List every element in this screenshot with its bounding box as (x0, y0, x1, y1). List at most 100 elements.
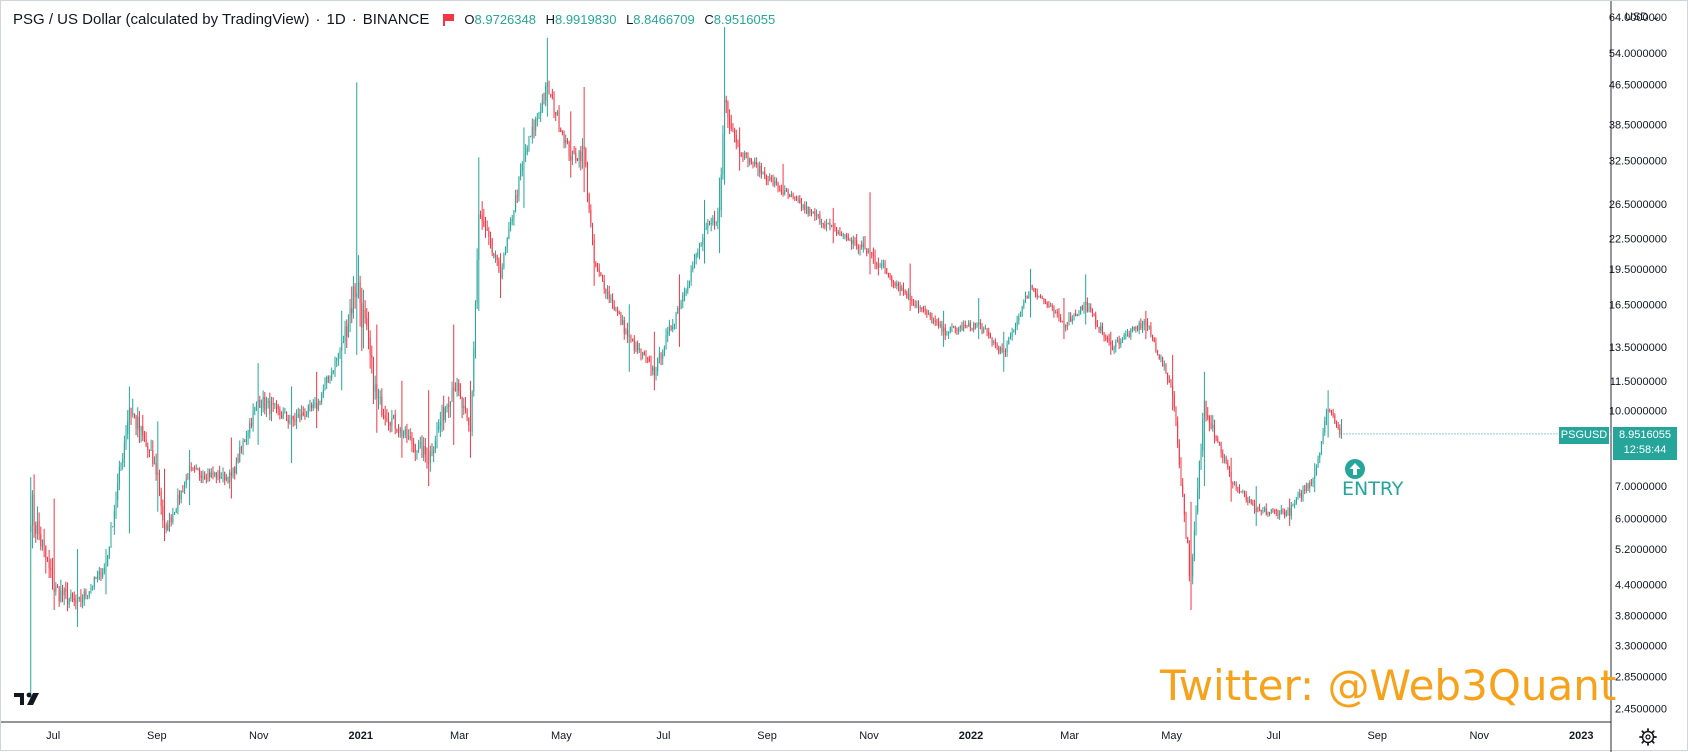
candle-body (1282, 509, 1284, 512)
candle-body (924, 309, 926, 311)
candle-body (677, 308, 679, 314)
chart-header: PSG / US Dollar (calculated by TradingVi… (13, 11, 781, 28)
flag-icon[interactable] (443, 13, 455, 26)
candle-body (461, 396, 463, 408)
candle-body (1001, 347, 1003, 352)
candle-body (433, 450, 435, 454)
candle-body (68, 599, 70, 605)
candle-body (498, 260, 500, 272)
currency-selector[interactable]: USD ⌄ (1625, 10, 1661, 23)
candle-body (991, 338, 993, 344)
candle-body (976, 323, 978, 326)
candle-body (775, 181, 777, 184)
candle-body (434, 441, 436, 451)
candle-body (949, 327, 951, 333)
candle-body (337, 353, 339, 359)
candle-body (628, 335, 630, 337)
candle-body (1006, 344, 1008, 353)
candle-body (58, 587, 60, 602)
candle-body (911, 299, 913, 302)
candle-body (520, 170, 522, 177)
candle-body (1225, 457, 1227, 463)
candle-body (667, 331, 669, 336)
candle-body (543, 100, 545, 102)
candle-body (1145, 321, 1147, 323)
candle-body (341, 343, 343, 351)
candle-body (700, 244, 702, 246)
candle-body (334, 360, 336, 371)
candle-body (41, 539, 43, 547)
gear-icon[interactable] (1639, 728, 1657, 746)
candle-body (510, 221, 512, 228)
candle-body (1140, 323, 1142, 329)
candle-body (1213, 424, 1215, 437)
last-price-value: 8.9516055 (1619, 429, 1671, 441)
candle-body (1193, 530, 1195, 558)
candle-body (891, 276, 893, 282)
candle-body (123, 442, 125, 460)
candle-body (153, 462, 155, 465)
candle-body (1138, 323, 1140, 331)
candle-body (755, 161, 757, 165)
candle-body (145, 439, 147, 446)
symbol-title[interactable]: PSG / US Dollar (calculated by TradingVi… (13, 11, 310, 28)
candle-body (1222, 453, 1224, 459)
candle-body (1021, 306, 1023, 316)
candle-body (745, 152, 747, 155)
candle-body (431, 450, 433, 454)
candle-body (143, 435, 145, 440)
candle-body (687, 286, 689, 292)
price-tick-label: 13.5000000 (1609, 342, 1667, 354)
interval-label[interactable]: 1D (326, 11, 346, 28)
candle-body (897, 283, 899, 287)
candle-body (575, 153, 577, 160)
candle-body (184, 484, 186, 492)
candle-body (30, 525, 32, 532)
candle-body (961, 325, 963, 331)
candle-body (1152, 334, 1154, 339)
candle-body (1096, 324, 1098, 327)
candle-body (426, 454, 428, 463)
candle-body (1033, 288, 1035, 292)
candle-body (292, 415, 294, 420)
candle-body (593, 239, 595, 264)
candle-body (918, 305, 920, 309)
candle-body (749, 158, 751, 163)
bar-countdown: 12:58:44 (1623, 444, 1667, 456)
candle-body (1061, 321, 1063, 323)
candle-body (257, 400, 259, 402)
candle-body (1050, 305, 1052, 307)
candle-body (286, 411, 288, 420)
candle-body (479, 214, 481, 216)
candle-body (1036, 293, 1038, 298)
candle-body (128, 408, 130, 422)
candle-body (563, 133, 565, 144)
candle-body (916, 305, 918, 307)
candle-body (284, 411, 286, 413)
candle-body (645, 355, 647, 359)
candle-body (352, 285, 354, 314)
candle-body (581, 146, 583, 161)
candle-body (476, 259, 478, 303)
candle-body (276, 403, 278, 406)
candle-body (85, 591, 87, 596)
candle-body (314, 402, 316, 405)
candle-body (383, 415, 385, 417)
candle-body (682, 295, 684, 302)
candle-body (697, 252, 699, 255)
candle-body (456, 382, 458, 392)
candle-body (566, 139, 568, 143)
price-tick-label: 3.3000000 (1615, 640, 1667, 652)
candle-body (302, 412, 304, 416)
candle-body (125, 434, 127, 443)
candle-body (1165, 364, 1167, 373)
candle-body (819, 215, 821, 224)
candle-body (496, 255, 498, 261)
candle-body (988, 331, 990, 336)
candle-body (1180, 464, 1182, 485)
price-tick-label: 16.5000000 (1609, 299, 1667, 311)
candle-body (229, 472, 231, 483)
tradingview-logo-icon[interactable] (12, 688, 42, 710)
candle-body (389, 422, 391, 426)
